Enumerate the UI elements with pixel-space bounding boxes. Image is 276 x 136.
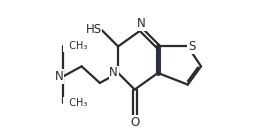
Text: S: S <box>188 40 195 53</box>
Text: N: N <box>109 67 118 79</box>
Text: HS: HS <box>85 23 102 36</box>
Text: CH₃: CH₃ <box>63 41 88 51</box>
Text: O: O <box>130 116 139 129</box>
Text: N: N <box>137 17 146 30</box>
Text: CH₃: CH₃ <box>63 98 88 108</box>
Text: N: N <box>55 70 63 83</box>
